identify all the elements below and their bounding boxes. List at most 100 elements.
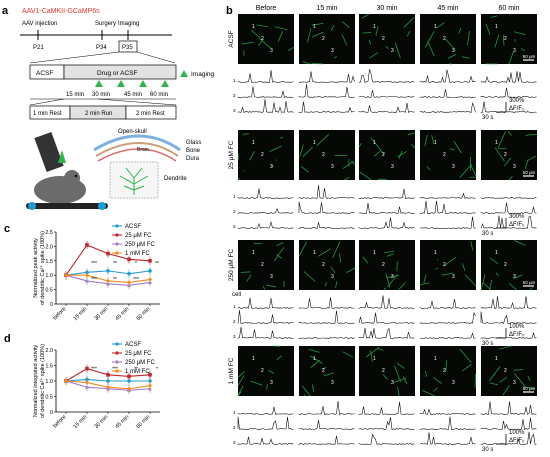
significance-mark: ***: [91, 366, 97, 372]
y-axis-label-line2: of dendritic Ca²⁺ spike (100%): [39, 231, 46, 305]
roi-label: 3: [513, 274, 516, 280]
trace-number: 2: [233, 209, 236, 214]
calcium-trace: [358, 188, 415, 199]
trace-block: 1 2 3 300% ΔF/F₀ 30 s: [233, 69, 537, 121]
y-tick-label: 1.5: [45, 259, 53, 265]
legend-marker: [115, 360, 119, 364]
scale-bar-label: 50 μm: [523, 280, 536, 285]
x-tick-label: 30 min: [93, 306, 109, 322]
roi-label: 2: [261, 368, 264, 374]
panel-c-letter: c: [4, 223, 10, 235]
calcium-trace: [358, 90, 415, 98]
calcium-trace: [419, 89, 476, 98]
time-30: 30 min: [92, 92, 110, 98]
amp-scale-label: 100%: [509, 430, 525, 436]
row-condition-label: 25 μM FC: [228, 140, 235, 169]
roi-label: 2: [443, 368, 446, 374]
time-scale-label: 30 s: [482, 115, 493, 121]
y-tick-label: 2.0: [45, 244, 53, 250]
calcium-trace: [298, 84, 355, 98]
calcium-trace: [358, 417, 415, 430]
calcium-trace: [298, 185, 355, 199]
data-point: [85, 273, 89, 278]
calcium-trace: [298, 401, 355, 416]
roi-label: 2: [322, 368, 325, 374]
roi-label: 3: [270, 164, 273, 170]
image-background: [420, 240, 476, 290]
objective-lens: [34, 132, 64, 172]
calcium-trace: [419, 298, 476, 309]
calcium-trace: [237, 221, 294, 229]
event-imaging: Imaging: [118, 21, 139, 27]
y-tick-label: 2.0: [45, 348, 53, 354]
y-axis-label-line2: of dendritic Ca²⁺ spike (100%): [39, 344, 46, 418]
time-scale-label: 30 s: [482, 447, 493, 452]
significance-mark: **: [134, 366, 138, 372]
column-header: 30 min: [376, 5, 397, 12]
column-header: 45 min: [437, 5, 458, 12]
image-background: [299, 14, 355, 64]
legend-marker: [115, 369, 119, 373]
calcium-trace: [358, 401, 415, 415]
x-tick-label: before: [52, 306, 67, 321]
calcium-trace: [480, 215, 537, 229]
imaging-frame: 123 50 μm: [481, 345, 537, 396]
x-tick-label: 45 min: [114, 306, 130, 322]
calcium-trace: [237, 436, 294, 445]
calcium-trace: [419, 332, 476, 339]
significance-mark: ***: [91, 277, 97, 283]
imaging-frame: 123: [359, 346, 415, 397]
trace-number: 1: [233, 194, 236, 199]
imaging-frame: 123 50 μm: [480, 240, 537, 291]
calcium-trace: [358, 327, 415, 339]
panel-a-letter: a: [2, 5, 9, 17]
laser-cone: [58, 150, 66, 163]
roi-label: 2: [382, 262, 385, 268]
roi-label: 3: [270, 274, 273, 280]
trace-block: 1 2 3 300% ΔF/F₀ 30 s: [233, 185, 537, 237]
image-background: [420, 130, 476, 180]
roi-label: 3: [513, 48, 516, 54]
trace-number: 1: [233, 410, 236, 415]
x-tick-label: 60 min: [135, 306, 151, 322]
calcium-trace: [358, 102, 415, 114]
zoom-lines-2: [29, 98, 177, 106]
trace-number: 2: [233, 319, 236, 324]
event-aav: AAV injection: [22, 21, 57, 27]
significance-mark: **: [113, 277, 117, 283]
imaging-marker-15: [95, 80, 103, 87]
roi-label: 2: [443, 262, 446, 268]
dendrite-signal: [362, 251, 406, 291]
data-point: [127, 280, 131, 285]
roi-label: 2: [261, 262, 264, 268]
roi-label: 1: [434, 356, 437, 362]
calcium-trace: [298, 435, 355, 446]
y-tick-label: 0: [50, 302, 53, 308]
legend-marker: [115, 233, 119, 237]
y-tick-label: 0.5: [45, 288, 53, 294]
data-point: [106, 278, 110, 284]
dendrite-signal: [302, 21, 350, 65]
row-condition-label: 1 mM FC: [228, 357, 235, 384]
roi-label: 1: [495, 250, 498, 256]
roi-label: 2: [443, 36, 446, 42]
bone-label: Bone: [186, 148, 201, 154]
image-background: [299, 130, 355, 180]
calcium-trace: [237, 406, 294, 415]
time-60: 60 min: [150, 92, 168, 98]
cell-label: cell: [232, 292, 241, 298]
roi-label: 3: [270, 380, 273, 386]
calcium-trace: [480, 296, 537, 309]
day-p21: P21: [33, 45, 44, 51]
roi-label: 2: [504, 262, 507, 268]
calcium-trace: [237, 207, 294, 214]
roi-label: 3: [331, 274, 334, 280]
trace-number: 1: [233, 78, 236, 83]
roi-label: 3: [452, 380, 455, 386]
x-tick-label: 45 min: [114, 414, 130, 430]
image-background: [420, 14, 476, 64]
dendrite-signal: [240, 242, 285, 291]
significance-mark: *: [156, 366, 158, 372]
data-point: [127, 386, 131, 391]
trace-number: 1: [233, 304, 236, 309]
